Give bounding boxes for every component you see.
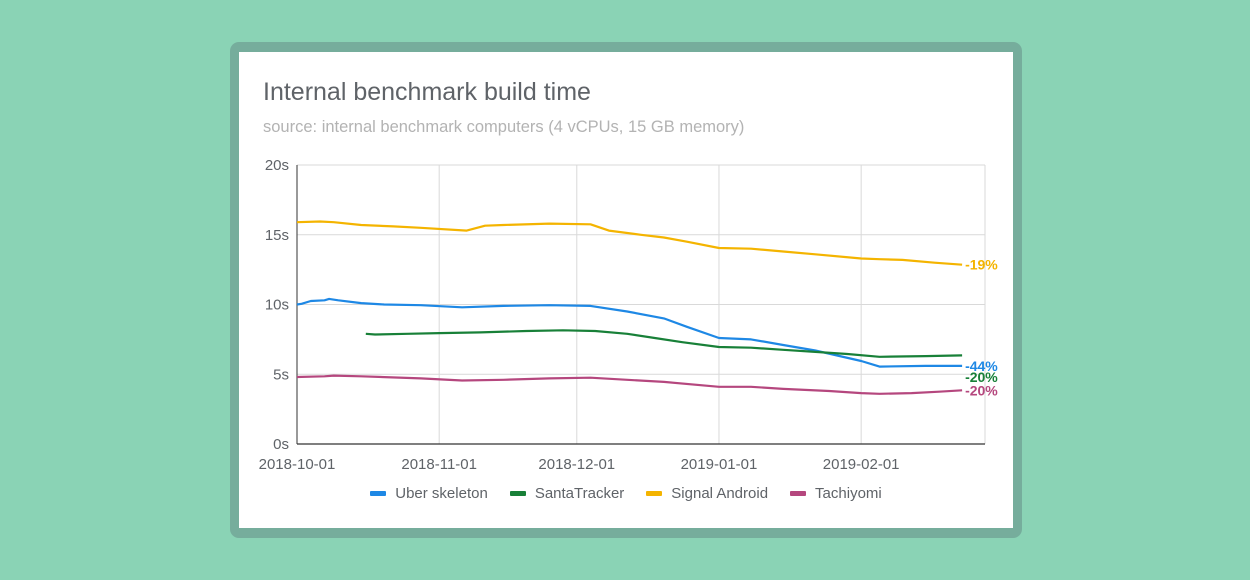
legend-label: SantaTracker — [534, 485, 625, 502]
legend-swatch — [370, 491, 387, 496]
y-tick-label: 0s — [273, 436, 289, 453]
legend-item-uber-skeleton: Uber skeleton — [370, 485, 488, 502]
chart-subtitle: source: internal benchmark computers (4 … — [263, 118, 745, 136]
legend-swatch — [790, 491, 807, 496]
change-label-santatracker: -20% — [965, 369, 998, 385]
x-tick-label: 2018-11-01 — [401, 456, 477, 473]
legend-item-signal-android: Signal Android — [646, 485, 768, 502]
legend-swatch — [509, 491, 526, 496]
change-label-tachiyomi: -20% — [965, 382, 998, 398]
legend-label: Tachiyomi — [815, 485, 882, 502]
x-tick-label: 2019-02-01 — [823, 456, 900, 473]
chart-frame: Internal benchmark build time source: in… — [230, 42, 1022, 538]
y-tick-label: 20s — [265, 157, 289, 174]
chart-legend: Uber skeleton SantaTracker Signal Android T… — [239, 485, 1013, 502]
y-tick-label: 15s — [265, 227, 289, 244]
y-tick-label: 5s — [273, 366, 289, 383]
legend-item-santatracker: SantaTracker — [509, 485, 625, 502]
change-label-signal-android: -19% — [965, 257, 998, 273]
x-tick-label: 2018-12-01 — [538, 456, 615, 473]
line-chart: 0s 5s 10s 15s 20s 2018-10-01 2018-11-01 2018-12… — [259, 157, 999, 473]
series-line-signal-android — [296, 220, 963, 266]
series-line-tachiyomi — [296, 374, 963, 395]
chart-card: Internal benchmark build time source: in… — [239, 52, 1013, 528]
change-label-uber-skeleton: -44% — [965, 358, 998, 374]
legend-label: Uber skeleton — [395, 485, 488, 502]
legend-item-tachiyomi: Tachiyomi — [790, 485, 882, 502]
y-tick-label: 10s — [265, 297, 289, 314]
legend-swatch — [646, 491, 663, 496]
series-line-uber-skeleton — [296, 297, 963, 368]
series-line-santatracker — [365, 329, 963, 358]
chart-title: Internal benchmark build time — [263, 78, 591, 106]
legend-label: Signal Android — [671, 485, 769, 502]
x-tick-label: 2018-10-01 — [259, 456, 336, 473]
x-tick-label: 2019-01-01 — [681, 456, 758, 473]
